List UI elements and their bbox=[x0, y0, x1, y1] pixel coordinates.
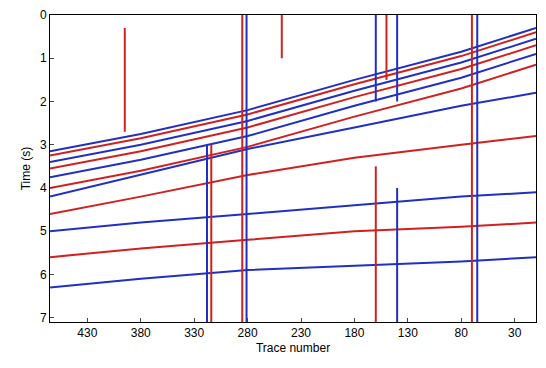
svg-text:2: 2 bbox=[40, 95, 47, 109]
svg-text:230: 230 bbox=[291, 326, 311, 340]
svg-text:0: 0 bbox=[40, 8, 47, 22]
svg-text:30: 30 bbox=[508, 326, 522, 340]
svg-text:4: 4 bbox=[40, 181, 47, 195]
svg-text:430: 430 bbox=[77, 326, 97, 340]
svg-text:3: 3 bbox=[40, 138, 47, 152]
svg-text:Time (s): Time (s) bbox=[19, 147, 33, 191]
svg-text:80: 80 bbox=[455, 326, 469, 340]
svg-text:5: 5 bbox=[40, 224, 47, 238]
svg-text:130: 130 bbox=[398, 326, 418, 340]
svg-text:180: 180 bbox=[344, 326, 364, 340]
svg-text:1: 1 bbox=[40, 51, 47, 65]
svg-text:7: 7 bbox=[40, 311, 47, 325]
svg-text:Trace number: Trace number bbox=[256, 341, 330, 355]
svg-text:330: 330 bbox=[184, 326, 204, 340]
svg-text:6: 6 bbox=[40, 268, 47, 282]
svg-text:380: 380 bbox=[131, 326, 151, 340]
svg-text:280: 280 bbox=[238, 326, 258, 340]
